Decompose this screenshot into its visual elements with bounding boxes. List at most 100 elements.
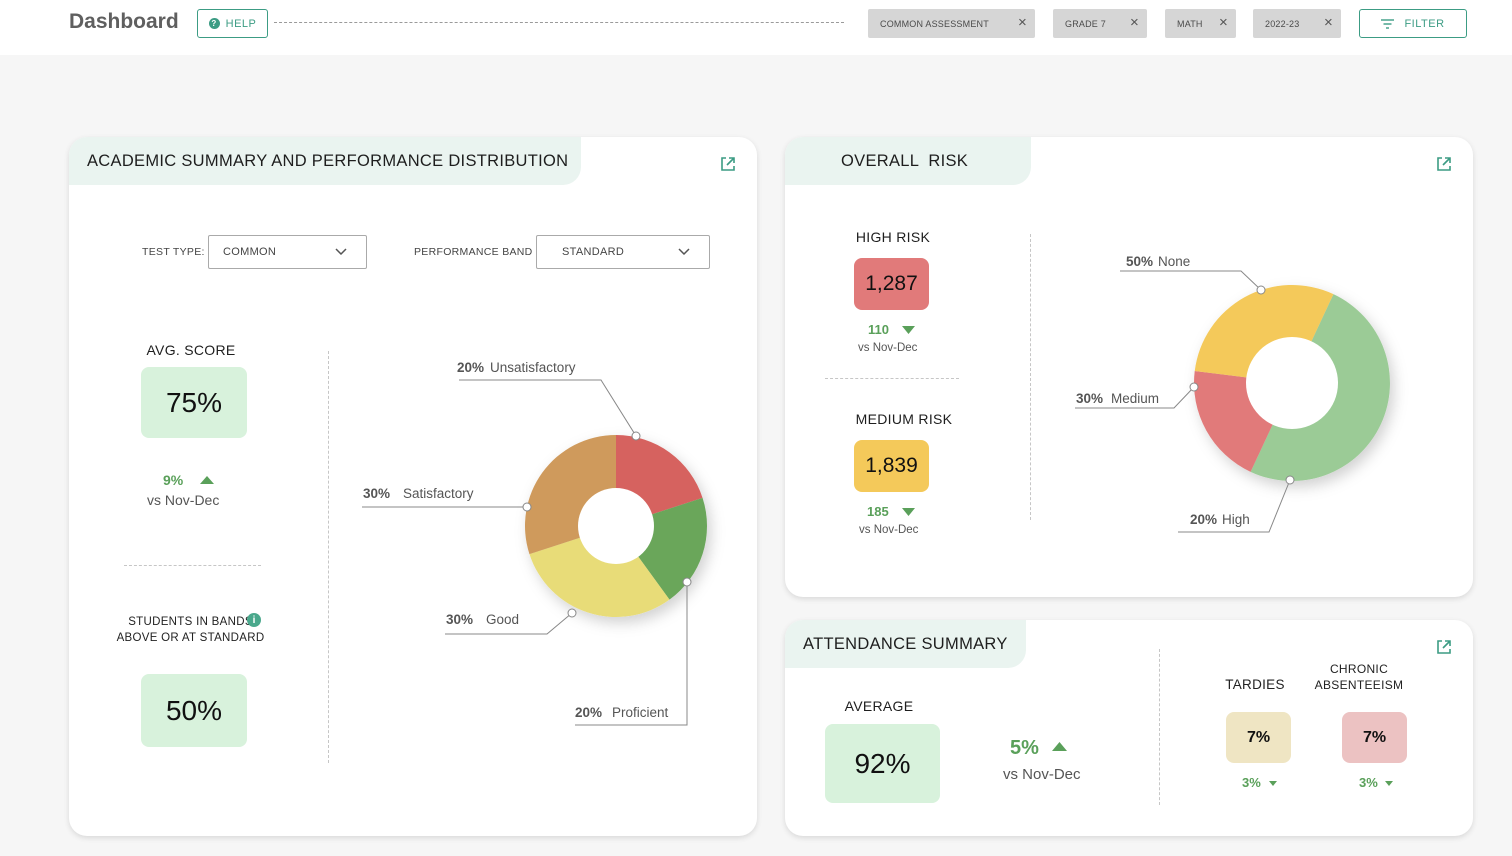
- slice-pct: 20%: [1190, 512, 1217, 527]
- leader-line-proficient: [575, 582, 688, 726]
- attendance-avg-label: AVERAGE: [844, 698, 914, 714]
- external-link-icon[interactable]: [720, 156, 736, 172]
- filter-chip-grade[interactable]: GRADE 7 ×: [1053, 9, 1147, 38]
- test-type-label: TEST TYPE:: [142, 246, 205, 258]
- leader-dot: [682, 577, 692, 587]
- donut-hole: [578, 488, 654, 564]
- slice-name: High: [1222, 512, 1250, 527]
- medium-risk-delta: 185: [867, 504, 889, 519]
- filter-icon: [1381, 18, 1395, 29]
- performance-band-value: STANDARD: [562, 246, 625, 258]
- chip-label: COMMON ASSESSMENT: [880, 18, 989, 29]
- slice-label-satisfactory: 30% Satisfactory: [363, 486, 474, 501]
- close-icon[interactable]: ×: [1324, 14, 1333, 31]
- chip-label: MATH: [1177, 18, 1203, 29]
- slice-pct: 30%: [446, 612, 473, 627]
- medium-risk-vs: vs Nov-Dec: [859, 524, 919, 536]
- close-icon[interactable]: ×: [1219, 14, 1228, 31]
- slice-pct: 20%: [457, 360, 484, 375]
- chevron-down-icon: [335, 248, 347, 256]
- leader-line-medium: [1075, 386, 1195, 409]
- high-risk-vs: vs Nov-Dec: [858, 342, 918, 354]
- card-title: OVERALL RISK: [785, 137, 1031, 185]
- chronic-label-line2: ABSENTEEISM: [1314, 678, 1404, 692]
- arrow-up-icon: [200, 476, 214, 484]
- high-risk-value: 1,287: [854, 258, 929, 310]
- close-icon[interactable]: ×: [1130, 14, 1139, 31]
- slice-name: Satisfactory: [403, 486, 474, 501]
- arrow-down-icon: [902, 326, 915, 334]
- leader-line-unsatisfactory: [459, 379, 637, 437]
- help-icon: ?: [208, 18, 220, 29]
- card-title: ATTENDANCE SUMMARY: [785, 620, 1026, 668]
- avg-score-label: AVG. SCORE: [146, 342, 236, 358]
- performance-band-label: PERFORMANCE BAND: [414, 246, 533, 258]
- chronic-delta: 3%: [1359, 775, 1378, 790]
- tardies-delta: 3%: [1242, 775, 1261, 790]
- high-risk-delta: 110: [868, 322, 889, 337]
- tardies-value: 7%: [1226, 712, 1291, 763]
- risk-donut-chart: 50% None 30% Medium 20% High: [1075, 254, 1390, 533]
- bands-value: 50%: [141, 674, 247, 747]
- header-divider: [274, 22, 844, 23]
- bands-label-line2: ABOVE OR AT STANDARD: [116, 632, 265, 644]
- divider: [1030, 234, 1031, 520]
- performance-band-select[interactable]: STANDARD: [536, 235, 710, 269]
- avg-score-delta: 9%: [163, 472, 184, 488]
- donut-slice-good: [529, 526, 670, 617]
- slice-label-high: 20% High: [1190, 512, 1250, 527]
- info-icon[interactable]: i: [247, 613, 261, 627]
- leader-dot: [1189, 382, 1199, 392]
- slice-name: Proficient: [612, 705, 669, 720]
- external-link-icon[interactable]: [1436, 156, 1452, 172]
- caret-down-icon: [1385, 781, 1393, 786]
- slice-name: Good: [486, 612, 519, 627]
- help-button[interactable]: ? HELP: [197, 9, 268, 38]
- slice-name: None: [1158, 254, 1190, 269]
- avg-score-value: 75%: [141, 367, 247, 438]
- slice-pct: 30%: [1076, 391, 1103, 406]
- chip-label: 2022-23: [1265, 18, 1300, 29]
- caret-down-icon: [1269, 781, 1277, 786]
- slice-label-proficient: 20% Proficient: [575, 705, 669, 720]
- filter-button[interactable]: FILTER: [1359, 9, 1467, 38]
- attendance-avg-value: 92%: [825, 724, 940, 803]
- filter-chip-subject[interactable]: MATH ×: [1165, 9, 1236, 38]
- leader-dot: [1256, 285, 1266, 295]
- leader-dot: [567, 608, 577, 618]
- close-icon[interactable]: ×: [1018, 14, 1027, 31]
- leader-dot: [631, 431, 641, 441]
- help-label: HELP: [225, 17, 257, 30]
- divider: [124, 565, 261, 566]
- tardies-label: TARDIES: [1225, 677, 1285, 692]
- leader-line-good: [445, 612, 573, 635]
- leader-dot: [522, 502, 532, 512]
- filter-chip-year[interactable]: 2022-23 ×: [1253, 9, 1341, 38]
- academic-summary-card: ACADEMIC SUMMARY AND PERFORMANCE DISTRIB…: [69, 137, 757, 836]
- leader-line-high: [1178, 479, 1291, 533]
- test-type-select[interactable]: COMMON: [208, 235, 367, 269]
- arrow-down-icon: [902, 508, 915, 516]
- divider: [1159, 649, 1160, 805]
- avg-score-vs: vs Nov-Dec: [147, 492, 220, 508]
- attendance-summary-card: ATTENDANCE SUMMARY AVERAGE 92% 5% vs Nov…: [785, 620, 1473, 836]
- chevron-down-icon: [678, 248, 690, 256]
- filter-chip-assessment[interactable]: COMMON ASSESSMENT ×: [868, 9, 1035, 38]
- slice-label-unsatisfactory: 20% Unsatisfactory: [457, 360, 576, 375]
- donut-hole: [1246, 337, 1338, 429]
- slice-name: Unsatisfactory: [490, 360, 576, 375]
- chronic-label-line1: CHRONIC: [1329, 662, 1389, 676]
- page-title: Dashboard: [69, 10, 179, 33]
- slice-label-medium: 30% Medium: [1076, 391, 1159, 406]
- leader-dot: [1285, 475, 1295, 485]
- performance-donut-chart: 20% Unsatisfactory 30% Satisfactory 30% Goo…: [362, 360, 707, 726]
- chip-label: GRADE 7: [1065, 18, 1106, 29]
- attendance-avg-delta: 5%: [1010, 737, 1039, 759]
- slice-name: Medium: [1111, 391, 1159, 406]
- slice-label-none: 50% None: [1126, 254, 1190, 269]
- slice-pct: 50%: [1126, 254, 1153, 269]
- external-link-icon[interactable]: [1436, 639, 1452, 655]
- slice-pct: 20%: [575, 705, 602, 720]
- filter-label: FILTER: [1404, 17, 1445, 30]
- high-risk-label: HIGH RISK: [855, 229, 931, 245]
